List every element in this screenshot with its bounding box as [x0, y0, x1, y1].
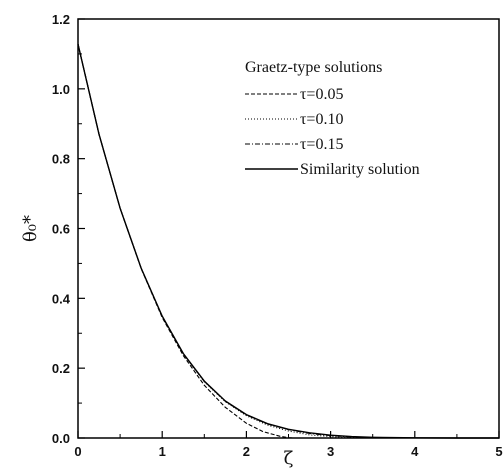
- y-tick-label: 0.0: [52, 431, 70, 446]
- y-tick-label: 0.4: [52, 291, 71, 306]
- x-tick-label: 0: [74, 444, 81, 459]
- legend-label-1: τ=0.05: [300, 86, 343, 103]
- legend: Graetz-type solutions τ=0.05 τ=0.10 τ=0.15…: [245, 59, 420, 178]
- legend-items: τ=0.05 τ=0.10 τ=0.15 Similarity solution: [245, 86, 420, 178]
- series-layer: [77, 43, 499, 439]
- legend-label-3: τ=0.15: [300, 136, 343, 153]
- y-tick-label: 0.2: [52, 361, 70, 376]
- plot-frame: [77, 18, 500, 439]
- tick-marks: [77, 18, 500, 439]
- x-tick-label: 1: [159, 444, 166, 459]
- legend-label-2: τ=0.10: [300, 111, 343, 128]
- y-tick-label: 0.8: [52, 152, 70, 167]
- series-line-2: [77, 43, 373, 439]
- y-tick-label: 1.2: [52, 12, 70, 27]
- series-line-1: [77, 43, 293, 439]
- y-tick-label: 0.6: [52, 222, 70, 237]
- legend-title: Graetz-type solutions: [245, 59, 382, 76]
- tick-labels: 0 1 2 3 4 5 0.0 0.2 0.4 0.6 0.8 1.0 1.2: [52, 12, 503, 459]
- series-line-3: [77, 43, 415, 439]
- legend-label-4: Similarity solution: [300, 161, 420, 178]
- x-tick-label: 3: [327, 444, 334, 459]
- x-tick-label: 2: [243, 444, 250, 459]
- x-axis-label: ζ: [284, 448, 294, 469]
- x-tick-label: 5: [495, 444, 502, 459]
- y-tick-label: 1.0: [52, 82, 70, 97]
- x-tick-label: 4: [411, 444, 419, 459]
- y-axis-label: θ₀*: [20, 215, 41, 242]
- series-line-4: [77, 43, 499, 439]
